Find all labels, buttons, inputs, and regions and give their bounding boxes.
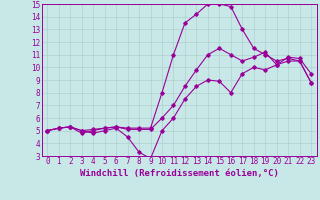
X-axis label: Windchill (Refroidissement éolien,°C): Windchill (Refroidissement éolien,°C) (80, 169, 279, 178)
